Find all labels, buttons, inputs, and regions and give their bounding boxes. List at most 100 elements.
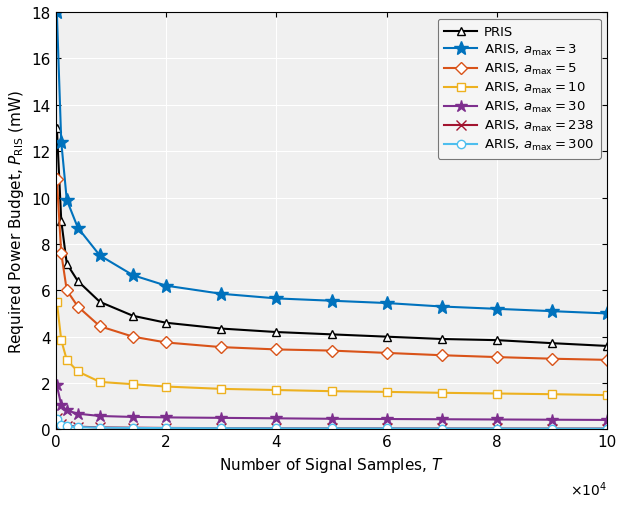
PRIS: [218, 326, 225, 332]
Y-axis label: Required Power Budget, $P_{\mathrm{RIS}}$ (mW): Required Power Budget, $P_{\mathrm{RIS}}…: [7, 89, 26, 353]
Line: ARIS, $a_{\mathrm{max}} = 30$: ARIS, $a_{\mathrm{max}} = 30$: [51, 379, 613, 426]
ARIS, $a_{\mathrm{max}} = 3$: [494, 306, 501, 312]
PRIS: [438, 336, 446, 342]
ARIS, $a_{\mathrm{max}} = 30$: [218, 415, 225, 421]
ARIS, $a_{\mathrm{max}} = 30$: [63, 408, 71, 414]
ARIS, $a_{\mathrm{max}} = 5$: [273, 347, 280, 353]
Line: ARIS, $a_{\mathrm{max}} = 238$: ARIS, $a_{\mathrm{max}} = 238$: [52, 413, 612, 433]
ARIS, $a_{\mathrm{max}} = 300$: [494, 426, 501, 432]
Line: ARIS, $a_{\mathrm{max}} = 5$: ARIS, $a_{\mathrm{max}} = 5$: [52, 175, 612, 364]
ARIS, $a_{\mathrm{max}} = 30$: [383, 416, 391, 422]
ARIS, $a_{\mathrm{max}} = 10$: [218, 386, 225, 392]
ARIS, $a_{\mathrm{max}} = 10$: [63, 357, 71, 363]
ARIS, $a_{\mathrm{max}} = 10$: [57, 337, 65, 343]
ARIS, $a_{\mathrm{max}} = 300$: [383, 426, 391, 432]
ARIS, $a_{\mathrm{max}} = 5$: [162, 340, 170, 346]
ARIS, $a_{\mathrm{max}} = 10$: [328, 388, 335, 394]
ARIS, $a_{\mathrm{max}} = 3$: [438, 304, 446, 310]
ARIS, $a_{\mathrm{max}} = 10$: [273, 387, 280, 393]
ARIS, $a_{\mathrm{max}} = 5$: [438, 352, 446, 359]
ARIS, $a_{\mathrm{max}} = 300$: [162, 425, 170, 431]
PRIS: [273, 329, 280, 335]
ARIS, $a_{\mathrm{max}} = 300$: [438, 426, 446, 432]
ARIS, $a_{\mathrm{max}} = 300$: [218, 425, 225, 431]
PRIS: [129, 313, 137, 319]
ARIS, $a_{\mathrm{max}} = 238$: [63, 423, 71, 429]
ARIS, $a_{\mathrm{max}} = 238$: [53, 415, 61, 421]
ARIS, $a_{\mathrm{max}} = 238$: [328, 425, 335, 431]
PRIS: [53, 126, 61, 132]
Text: $\times10^4$: $\times10^4$: [570, 480, 607, 498]
PRIS: [96, 299, 104, 306]
ARIS, $a_{\mathrm{max}} = 5$: [96, 324, 104, 330]
ARIS, $a_{\mathrm{max}} = 238$: [57, 422, 65, 428]
ARIS, $a_{\mathrm{max}} = 238$: [96, 425, 104, 431]
PRIS: [548, 340, 556, 346]
ARIS, $a_{\mathrm{max}} = 30$: [438, 417, 446, 423]
ARIS, $a_{\mathrm{max}} = 3$: [96, 253, 104, 259]
PRIS: [383, 334, 391, 340]
ARIS, $a_{\mathrm{max}} = 300$: [328, 426, 335, 432]
ARIS, $a_{\mathrm{max}} = 3$: [273, 296, 280, 302]
ARIS, $a_{\mathrm{max}} = 5$: [383, 350, 391, 356]
ARIS, $a_{\mathrm{max}} = 300$: [548, 426, 556, 432]
ARIS, $a_{\mathrm{max}} = 30$: [548, 417, 556, 423]
ARIS, $a_{\mathrm{max}} = 300$: [57, 422, 65, 428]
ARIS, $a_{\mathrm{max}} = 5$: [218, 344, 225, 350]
ARIS, $a_{\mathrm{max}} = 3$: [74, 225, 82, 231]
ARIS, $a_{\mathrm{max}} = 30$: [273, 416, 280, 422]
ARIS, $a_{\mathrm{max}} = 300$: [603, 426, 611, 432]
ARIS, $a_{\mathrm{max}} = 5$: [57, 250, 65, 257]
ARIS, $a_{\mathrm{max}} = 5$: [548, 356, 556, 362]
ARIS, $a_{\mathrm{max}} = 3$: [328, 298, 335, 304]
ARIS, $a_{\mathrm{max}} = 30$: [74, 411, 82, 417]
ARIS, $a_{\mathrm{max}} = 238$: [129, 425, 137, 431]
Legend: PRIS, ARIS, $a_{\mathrm{max}} = 3$, ARIS, $a_{\mathrm{max}} = 5$, ARIS, $a_{\mat: PRIS, ARIS, $a_{\mathrm{max}} = 3$, ARIS…: [438, 20, 601, 160]
ARIS, $a_{\mathrm{max}} = 30$: [57, 402, 65, 409]
ARIS, $a_{\mathrm{max}} = 3$: [63, 197, 71, 204]
X-axis label: Number of Signal Samples, $T$: Number of Signal Samples, $T$: [220, 455, 444, 474]
ARIS, $a_{\mathrm{max}} = 3$: [57, 139, 65, 145]
ARIS, $a_{\mathrm{max}} = 238$: [548, 426, 556, 432]
ARIS, $a_{\mathrm{max}} = 10$: [129, 381, 137, 387]
ARIS, $a_{\mathrm{max}} = 300$: [96, 425, 104, 431]
ARIS, $a_{\mathrm{max}} = 3$: [162, 283, 170, 289]
ARIS, $a_{\mathrm{max}} = 10$: [96, 379, 104, 385]
ARIS, $a_{\mathrm{max}} = 238$: [603, 426, 611, 432]
ARIS, $a_{\mathrm{max}} = 3$: [548, 309, 556, 315]
ARIS, $a_{\mathrm{max}} = 300$: [74, 424, 82, 430]
PRIS: [162, 320, 170, 326]
ARIS, $a_{\mathrm{max}} = 10$: [162, 384, 170, 390]
ARIS, $a_{\mathrm{max}} = 10$: [438, 390, 446, 396]
ARIS, $a_{\mathrm{max}} = 5$: [328, 348, 335, 354]
ARIS, $a_{\mathrm{max}} = 10$: [53, 299, 61, 306]
ARIS, $a_{\mathrm{max}} = 3$: [383, 300, 391, 307]
ARIS, $a_{\mathrm{max}} = 300$: [273, 426, 280, 432]
ARIS, $a_{\mathrm{max}} = 30$: [162, 415, 170, 421]
ARIS, $a_{\mathrm{max}} = 5$: [494, 355, 501, 361]
ARIS, $a_{\mathrm{max}} = 5$: [63, 288, 71, 294]
Line: ARIS, $a_{\mathrm{max}} = 3$: ARIS, $a_{\mathrm{max}} = 3$: [50, 6, 615, 321]
ARIS, $a_{\mathrm{max}} = 5$: [74, 304, 82, 310]
ARIS, $a_{\mathrm{max}} = 238$: [273, 425, 280, 431]
ARIS, $a_{\mathrm{max}} = 3$: [218, 291, 225, 297]
ARIS, $a_{\mathrm{max}} = 238$: [494, 426, 501, 432]
Line: PRIS: PRIS: [52, 125, 612, 350]
PRIS: [494, 337, 501, 343]
ARIS, $a_{\mathrm{max}} = 3$: [603, 311, 611, 317]
ARIS, $a_{\mathrm{max}} = 30$: [53, 383, 61, 389]
PRIS: [63, 261, 71, 267]
PRIS: [57, 218, 65, 224]
ARIS, $a_{\mathrm{max}} = 3$: [129, 273, 137, 279]
ARIS, $a_{\mathrm{max}} = 238$: [438, 426, 446, 432]
PRIS: [603, 343, 611, 349]
ARIS, $a_{\mathrm{max}} = 30$: [96, 413, 104, 419]
ARIS, $a_{\mathrm{max}} = 238$: [162, 425, 170, 431]
ARIS, $a_{\mathrm{max}} = 10$: [383, 389, 391, 395]
PRIS: [74, 278, 82, 284]
ARIS, $a_{\mathrm{max}} = 10$: [494, 391, 501, 397]
ARIS, $a_{\mathrm{max}} = 10$: [603, 392, 611, 398]
ARIS, $a_{\mathrm{max}} = 30$: [494, 417, 501, 423]
Line: ARIS, $a_{\mathrm{max}} = 300$: ARIS, $a_{\mathrm{max}} = 300$: [52, 415, 612, 433]
ARIS, $a_{\mathrm{max}} = 238$: [74, 424, 82, 430]
